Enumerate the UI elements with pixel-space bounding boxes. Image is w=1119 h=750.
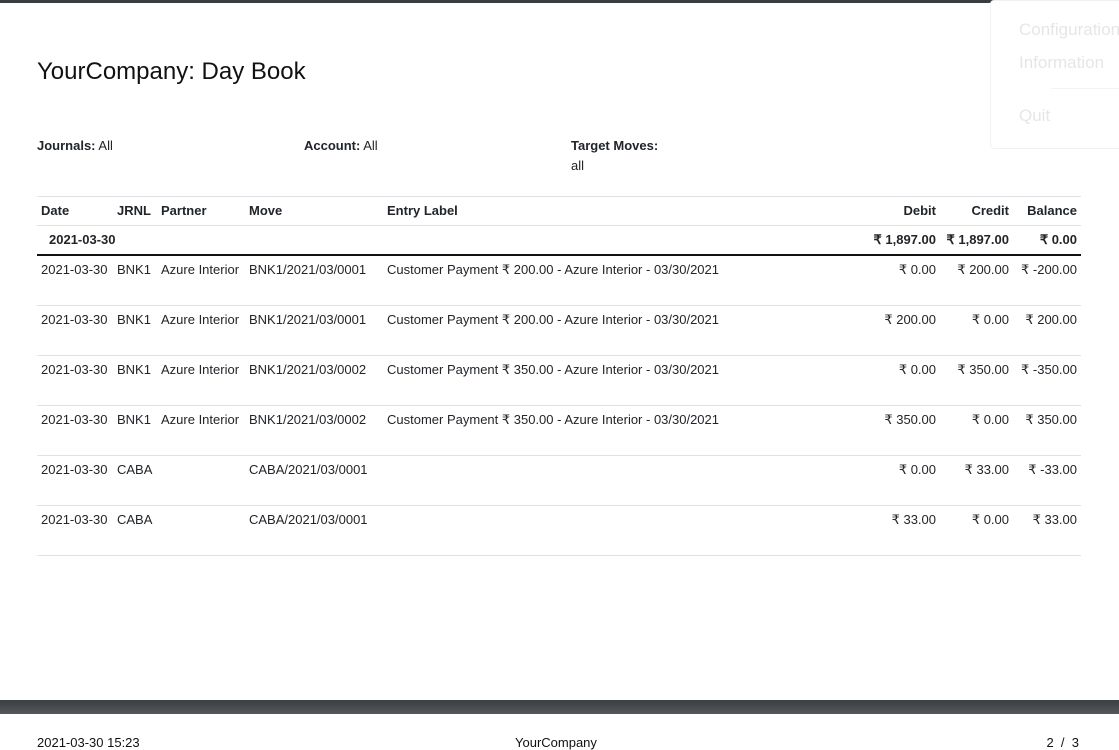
day-book-table: Date JRNL Partner Move Entry Label Debit Credi… <box>37 196 1081 556</box>
cell-credit: ₹ 0.00 <box>940 405 1013 456</box>
table-row: 2021-03-30 BNK1 Azure Interior BNK1/2021/03… <box>37 355 1081 406</box>
page-separator <box>0 700 1119 714</box>
cell-debit: ₹ 33.00 <box>860 505 940 556</box>
filter-target-moves: Target Moves: all <box>571 136 658 176</box>
menu-item-information[interactable]: Information <box>1019 53 1105 72</box>
footer-company: YourCompany <box>515 735 597 750</box>
cell-credit: ₹ 0.00 <box>940 505 1013 556</box>
cell-balance: ₹ 200.00 <box>1013 305 1081 356</box>
cell-balance: ₹ 350.00 <box>1013 405 1081 456</box>
column-header-label: Entry Label <box>383 196 860 226</box>
cell-balance: ₹ -33.00 <box>1013 455 1081 506</box>
dropdown-menu: Configuration Information Quit <box>990 0 1119 149</box>
cell-credit: ₹ 350.00 <box>940 355 1013 406</box>
cell-date: 2021-03-30 <box>37 505 113 556</box>
cell-label <box>383 455 860 506</box>
cell-partner: Azure Interior <box>157 254 245 306</box>
footer-datetime: 2021-03-30 15:23 <box>37 735 140 750</box>
cell-move: BNK1/2021/03/0002 <box>245 405 383 456</box>
cell-label: Customer Payment ₹ 350.00 - Azure Interi… <box>383 355 860 406</box>
column-header-balance: Balance <box>1013 196 1081 226</box>
table-row: 2021-03-30 BNK1 Azure Interior BNK1/2021/03… <box>37 405 1081 456</box>
cell-partner <box>157 505 245 556</box>
account-value: All <box>363 138 378 153</box>
cell-date: 2021-03-30 <box>37 405 113 456</box>
journals-value: All <box>98 138 113 153</box>
column-header-partner: Partner <box>157 196 245 226</box>
cell-move: BNK1/2021/03/0002 <box>245 355 383 406</box>
group-credit: ₹ 1,897.00 <box>940 225 1013 256</box>
group-date: 2021-03-30 <box>37 225 860 256</box>
cell-credit: ₹ 0.00 <box>940 305 1013 356</box>
cell-balance: ₹ -350.00 <box>1013 355 1081 406</box>
cell-credit: ₹ 200.00 <box>940 254 1013 306</box>
cell-debit: ₹ 350.00 <box>860 405 940 456</box>
cell-partner <box>157 455 245 506</box>
column-header-credit: Credit <box>940 196 1013 226</box>
filter-journals: Journals: All <box>37 136 113 156</box>
cell-label: Customer Payment ₹ 200.00 - Azure Interi… <box>383 254 860 306</box>
target-moves-label: Target Moves: <box>571 138 659 153</box>
table-row: 2021-03-30 BNK1 Azure Interior BNK1/2021/03… <box>37 254 1081 306</box>
cell-credit: ₹ 33.00 <box>940 455 1013 506</box>
cell-partner: Azure Interior <box>157 355 245 406</box>
cell-jrnl: CABA <box>113 505 157 556</box>
group-balance: ₹ 0.00 <box>1013 225 1081 256</box>
column-header-jrnl: JRNL <box>113 196 157 226</box>
cell-debit: ₹ 0.00 <box>860 455 940 506</box>
cell-partner: Azure Interior <box>157 305 245 356</box>
footer-page-number: 2 / 3 <box>1046 735 1079 750</box>
cell-label: Customer Payment ₹ 350.00 - Azure Interi… <box>383 405 860 456</box>
cell-balance: ₹ 33.00 <box>1013 505 1081 556</box>
top-bar <box>0 0 1119 3</box>
menu-item-configuration[interactable]: Configuration <box>1019 20 1119 39</box>
table-header: Date JRNL Partner Move Entry Label Debit Credi… <box>37 196 1081 226</box>
cell-label <box>383 505 860 556</box>
cell-debit: ₹ 200.00 <box>860 305 940 356</box>
cell-date: 2021-03-30 <box>37 355 113 406</box>
cell-move: BNK1/2021/03/0001 <box>245 254 383 306</box>
cell-move: CABA/2021/03/0001 <box>245 455 383 506</box>
cell-jrnl: BNK1 <box>113 254 157 306</box>
group-debit: ₹ 1,897.00 <box>860 225 940 256</box>
date-group-row: 2021-03-30 ₹ 1,897.00 ₹ 1,897.00 ₹ 0.00 <box>37 225 1081 256</box>
column-header-move: Move <box>245 196 383 226</box>
cell-jrnl: CABA <box>113 455 157 506</box>
cell-date: 2021-03-30 <box>37 254 113 306</box>
cell-jrnl: BNK1 <box>113 355 157 406</box>
cell-partner: Azure Interior <box>157 405 245 456</box>
account-label: Account: <box>304 138 361 153</box>
journals-label: Journals: <box>37 138 96 153</box>
cell-date: 2021-03-30 <box>37 305 113 356</box>
cell-jrnl: BNK1 <box>113 305 157 356</box>
menu-item-quit[interactable]: Quit <box>1019 106 1051 125</box>
page-title: YourCompany: Day Book <box>37 58 306 85</box>
menu-divider <box>1051 88 1119 89</box>
cell-label: Customer Payment ₹ 200.00 - Azure Interi… <box>383 305 860 356</box>
table-row: 2021-03-30 BNK1 Azure Interior BNK1/2021/03… <box>37 305 1081 356</box>
column-header-date: Date <box>37 196 113 226</box>
cell-balance: ₹ -200.00 <box>1013 254 1081 306</box>
cell-move: CABA/2021/03/0001 <box>245 505 383 556</box>
cell-debit: ₹ 0.00 <box>860 254 940 306</box>
filter-account: Account: All <box>304 136 378 156</box>
cell-date: 2021-03-30 <box>37 455 113 506</box>
cell-move: BNK1/2021/03/0001 <box>245 305 383 356</box>
table-row: 2021-03-30 CABA CABA/2021/03/0001 ₹ 33.00 ₹ … <box>37 505 1081 556</box>
cell-jrnl: BNK1 <box>113 405 157 456</box>
cell-debit: ₹ 0.00 <box>860 355 940 406</box>
target-moves-value: all <box>571 158 585 173</box>
column-header-debit: Debit <box>860 196 940 226</box>
table-row: 2021-03-30 CABA CABA/2021/03/0001 ₹ 0.00 ₹ 3… <box>37 455 1081 506</box>
